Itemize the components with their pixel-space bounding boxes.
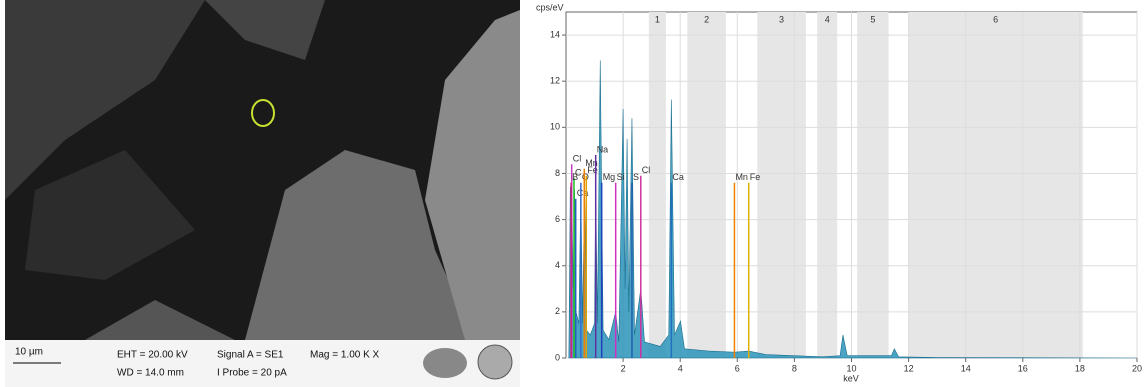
element-label: Mn: [585, 158, 598, 168]
eht: EHT = 20.00 kV: [117, 350, 188, 361]
crystal: [85, 300, 235, 340]
scale-label: 10 µm: [15, 347, 43, 358]
x-tick-label: 4: [678, 363, 683, 373]
crystal: [205, 0, 325, 60]
element-label: Na: [597, 144, 609, 154]
element-label: Mn: [735, 172, 748, 182]
logo: [423, 348, 467, 378]
element-label: B: [572, 172, 578, 182]
element-label: Ca: [577, 188, 589, 198]
region: [648, 12, 666, 358]
region-label: 6: [993, 14, 998, 24]
x-tick-label: 18: [1075, 363, 1085, 373]
region-label: 3: [779, 14, 784, 24]
y-tick-label: 14: [550, 29, 560, 39]
x-axis-label: keV: [843, 373, 859, 383]
x-tick-label: 8: [792, 363, 797, 373]
element-label: Si: [617, 172, 625, 182]
element-label: Cl: [573, 154, 582, 164]
wd: WD = 14.0 mm: [117, 368, 184, 379]
crystal: [245, 150, 475, 340]
element-label: Ca: [672, 172, 684, 182]
region-label: 4: [825, 14, 830, 24]
element-label: O: [582, 172, 589, 182]
element-label: Mg: [603, 172, 616, 182]
region: [817, 12, 838, 358]
region-label: 2: [704, 14, 709, 24]
y-tick-label: 6: [555, 214, 560, 224]
crystal: [25, 150, 195, 280]
y-tick-label: 10: [550, 122, 560, 132]
element-label: S: [633, 172, 639, 182]
x-tick-label: 20: [1132, 363, 1142, 373]
x-tick-label: 2: [621, 363, 626, 373]
probe: I Probe = 20 pA: [217, 368, 287, 379]
crystal: [425, 10, 520, 340]
region: [757, 12, 806, 358]
x-tick-label: 10: [846, 363, 856, 373]
element-label: Fe: [750, 172, 761, 182]
y-tick-label: 4: [555, 260, 560, 270]
element-label: Fe: [587, 165, 598, 175]
region: [687, 12, 726, 358]
crystal: [5, 0, 205, 200]
spectrum: [568, 60, 1138, 359]
signal: Signal A = SE1: [217, 350, 284, 361]
y-tick-label: 8: [555, 168, 560, 178]
sem-panel: 10 µm EHT = 20.00 kV WD = 14.0 mm Signal…: [5, 0, 520, 387]
region: [908, 12, 1083, 358]
y-axis-label: cps/eV: [536, 2, 564, 12]
logo: [477, 344, 513, 380]
y-tick-label: 12: [550, 76, 560, 86]
element-label: C: [575, 167, 582, 177]
region: [857, 12, 889, 358]
region-label: 5: [870, 14, 875, 24]
selection-ellipse: [251, 99, 275, 127]
element-label: Cl: [642, 165, 651, 175]
region-label: 1: [655, 14, 660, 24]
y-tick-label: 0: [555, 352, 560, 362]
x-tick-label: 6: [735, 363, 740, 373]
mag: Mag = 1.00 K X: [310, 350, 380, 361]
x-tick-label: 12: [904, 363, 914, 373]
x-tick-label: 16: [1018, 363, 1028, 373]
y-tick-label: 2: [555, 306, 560, 316]
x-tick-label: 14: [961, 363, 971, 373]
